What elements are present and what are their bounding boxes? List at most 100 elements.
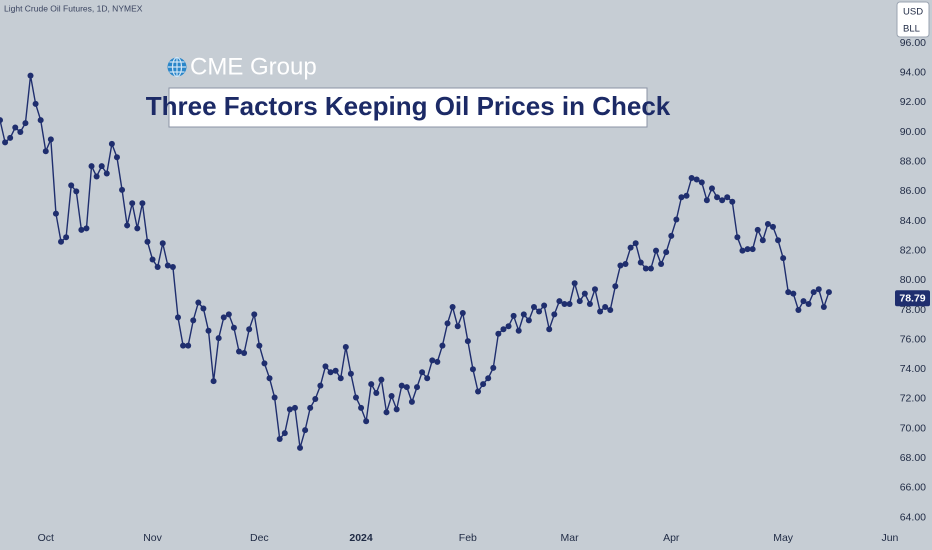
price-point [764, 220, 771, 227]
price-point [195, 299, 202, 306]
price-point [541, 302, 548, 309]
price-point [32, 100, 39, 107]
price-point [124, 222, 131, 229]
price-point [139, 200, 146, 207]
price-point [815, 286, 822, 293]
price-point [775, 237, 782, 244]
price-point [190, 317, 197, 324]
x-tick-label: Jun [881, 532, 898, 544]
y-tick-label: 66.00 [900, 482, 926, 494]
price-point [454, 323, 461, 330]
price-point [414, 384, 421, 391]
price-point [647, 265, 654, 272]
price-point [825, 289, 832, 296]
y-tick-label: 88.00 [900, 155, 926, 167]
price-point [164, 262, 171, 269]
brand-logo: CME Group [167, 53, 317, 80]
price-point [536, 308, 543, 315]
price-point [246, 326, 253, 333]
x-tick-label: Oct [38, 532, 54, 544]
price-point [714, 194, 721, 201]
price-point [576, 298, 583, 305]
price-line [0, 75, 830, 449]
price-point [653, 247, 660, 254]
price-point [200, 305, 207, 312]
price-point [759, 237, 766, 244]
price-point [83, 225, 90, 232]
price-point [256, 342, 263, 349]
price-point [434, 358, 441, 365]
price-point [632, 240, 639, 247]
price-point [663, 249, 670, 256]
price-point [520, 311, 527, 318]
last-price-label: 78.79 [899, 293, 925, 305]
price-point [17, 129, 24, 135]
price-point [510, 312, 517, 319]
price-point [597, 308, 604, 315]
price-point [612, 283, 619, 290]
price-point [683, 192, 690, 199]
price-point [368, 381, 375, 388]
y-tick-label: 92.00 [900, 96, 926, 108]
price-point [297, 444, 304, 451]
price-point [515, 327, 522, 334]
price-point [169, 263, 176, 270]
price-point [800, 298, 807, 305]
price-point [302, 427, 309, 434]
title-box [168, 87, 648, 128]
y-tick-label: 86.00 [900, 185, 926, 197]
price-point [581, 290, 588, 297]
price-point [27, 72, 34, 79]
price-point [658, 261, 665, 267]
unit: BLL [903, 24, 920, 35]
price-point [337, 375, 344, 382]
price-point [266, 375, 273, 382]
price-point [185, 342, 192, 349]
price-point [37, 117, 44, 124]
price-point [419, 369, 426, 376]
price-point [642, 265, 649, 272]
price-point [291, 404, 298, 411]
price-point [459, 309, 466, 316]
price-point [708, 185, 715, 192]
price-point [769, 223, 776, 230]
price-point [52, 210, 59, 217]
price-point [744, 246, 751, 253]
y-tick-label: 64.00 [900, 511, 926, 523]
price-point [739, 247, 746, 254]
y-tick-label: 90.00 [900, 126, 926, 138]
y-tick-label: 78.00 [900, 304, 926, 316]
price-point [322, 363, 329, 370]
x-tick-label: Dec [250, 532, 269, 544]
price-point [352, 394, 359, 401]
price-point [637, 259, 644, 266]
y-tick-label: 82.00 [900, 244, 926, 256]
price-point [2, 139, 9, 146]
x-tick-label: Nov [143, 532, 162, 544]
price-point [42, 148, 49, 155]
price-point [617, 262, 624, 269]
price-point [678, 194, 685, 201]
price-point [12, 124, 19, 131]
price-point [449, 304, 456, 311]
last-price-box [895, 290, 930, 307]
price-point [805, 301, 812, 308]
price-point [749, 246, 756, 253]
y-tick-label: 74.00 [900, 363, 926, 375]
price-point [551, 311, 558, 318]
x-tick-label: May [773, 532, 794, 544]
price-point [363, 418, 370, 425]
price-point [561, 301, 568, 308]
price-point [500, 326, 507, 333]
price-point [586, 301, 593, 308]
price-point [591, 286, 598, 293]
symbol-label: Light Crude Oil Futures, 1D, NYMEX [4, 3, 143, 13]
price-point [215, 335, 222, 342]
price-point [668, 232, 675, 239]
price-point [688, 174, 695, 181]
price-point [108, 140, 115, 147]
price-point [174, 314, 181, 321]
x-tick-label: Apr [663, 532, 680, 544]
price-point [347, 370, 354, 377]
